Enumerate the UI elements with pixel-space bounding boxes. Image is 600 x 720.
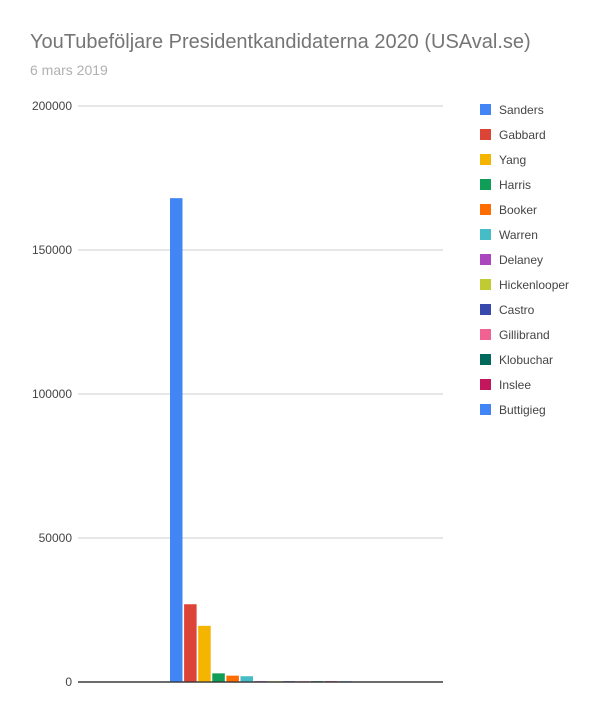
bar-booker <box>226 675 239 682</box>
legend-label: Delaney <box>499 252 544 267</box>
legend-label: Yang <box>499 152 527 167</box>
legend-item-booker: Booker <box>480 197 569 222</box>
legend-label: Sanders <box>499 102 544 117</box>
bar-sanders <box>170 198 183 682</box>
legend-swatch <box>480 254 491 265</box>
legend-label: Booker <box>499 202 538 217</box>
bar-harris <box>212 673 225 682</box>
y-tick-label: 100000 <box>32 387 72 401</box>
legend-swatch <box>480 104 491 115</box>
chart-title: YouTubeföljare Presidentkandidaterna 202… <box>30 31 531 53</box>
legend-label: Hickenlooper <box>499 277 570 292</box>
bar-gabbard <box>184 604 197 682</box>
legend-label: Castro <box>499 302 535 317</box>
bar-warren <box>240 676 253 682</box>
legend-swatch <box>480 354 491 365</box>
legend-item-gillibrand: Gillibrand <box>480 322 569 347</box>
legend-swatch <box>480 229 491 240</box>
legend-swatch <box>480 204 491 215</box>
legend-item-inslee: Inslee <box>480 372 569 397</box>
legend-label: Inslee <box>499 377 532 392</box>
legend-label: Klobuchar <box>499 352 554 367</box>
chart-legend: Sanders Gabbard Yang Harris Booker Warren Dela… <box>480 97 569 422</box>
legend-swatch <box>480 179 491 190</box>
legend-item-gabbard: Gabbard <box>480 122 569 147</box>
y-tick-label: 150000 <box>32 243 72 257</box>
legend-label: Warren <box>499 227 538 242</box>
legend-label: Buttigieg <box>499 402 546 417</box>
legend-item-warren: Warren <box>480 222 569 247</box>
legend-item-buttigieg: Buttigieg <box>480 397 569 422</box>
legend-label: Gabbard <box>499 127 546 142</box>
legend-item-hickenlooper: Hickenlooper <box>480 272 569 297</box>
legend-swatch <box>480 304 491 315</box>
legend-label: Harris <box>499 177 531 192</box>
legend-swatch <box>480 329 491 340</box>
legend-swatch <box>480 129 491 140</box>
legend-item-delaney: Delaney <box>480 247 569 272</box>
legend-swatch <box>480 379 491 390</box>
y-tick-label: 200000 <box>32 99 72 113</box>
legend-item-yang: Yang <box>480 147 569 172</box>
y-tick-label: 50000 <box>39 531 73 545</box>
chart-subtitle: 6 mars 2019 <box>30 62 108 78</box>
legend-item-harris: Harris <box>480 172 569 197</box>
legend-item-klobuchar: Klobuchar <box>480 347 569 372</box>
legend-item-castro: Castro <box>480 297 569 322</box>
legend-label: Gillibrand <box>499 327 550 342</box>
bar-yang <box>198 625 211 682</box>
legend-swatch <box>480 404 491 415</box>
legend-swatch <box>480 154 491 165</box>
y-tick-label: 0 <box>65 675 72 689</box>
legend-item-sanders: Sanders <box>480 97 569 122</box>
legend-swatch <box>480 279 491 290</box>
